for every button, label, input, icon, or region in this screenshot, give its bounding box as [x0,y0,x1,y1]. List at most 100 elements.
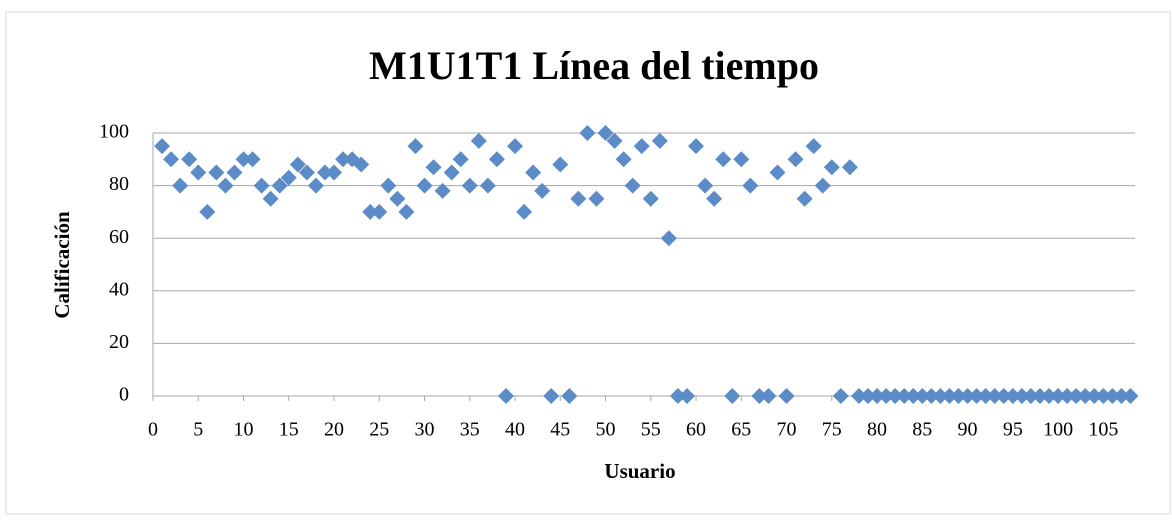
point [172,177,189,194]
point [778,388,795,404]
point [633,138,650,155]
point [588,190,605,207]
point [163,151,180,168]
x-tick-label: 90 [958,419,978,441]
point [751,388,768,404]
point [552,156,569,173]
point [959,388,976,404]
x-axis-label: Usuario [604,459,675,483]
point [561,388,578,404]
point [1086,388,1103,404]
x-tick-label: 55 [641,419,661,441]
point [488,151,505,168]
point [715,151,732,168]
point [516,203,533,220]
point [968,388,985,404]
chart-title: M1U1T1 Línea del tiempo [369,43,819,88]
point [860,388,877,404]
point [389,190,406,207]
point [733,151,750,168]
point [1113,388,1130,404]
point [507,138,524,155]
x-tick-label: 5 [193,419,203,441]
point [1104,388,1121,404]
point [896,388,913,404]
x-tick-label: 40 [505,419,525,441]
point [362,203,379,220]
point [932,388,949,404]
point [280,169,297,186]
point [597,125,614,141]
point [271,177,288,194]
point [1095,388,1112,404]
y-axis-label: Calificación [50,211,74,319]
point [244,151,261,168]
point [497,388,514,404]
point [235,151,252,168]
x-tick-label: 0 [148,419,158,441]
point [697,177,714,194]
point [190,164,207,181]
point [1059,388,1076,404]
point [669,388,686,404]
point [1077,388,1094,404]
x-tick-label: 105 [1088,419,1118,441]
point [199,203,216,220]
x-tick-label: 35 [460,419,480,441]
point [416,177,433,194]
x-tick-label: 100 [1043,419,1073,441]
point [1122,388,1139,404]
point [289,156,306,173]
y-tick-label: 60 [109,226,129,248]
point [941,388,958,404]
point [154,138,171,155]
point [887,388,904,404]
point [787,151,804,168]
point [208,164,225,181]
point [651,132,668,149]
point [1041,388,1058,404]
point [914,388,931,404]
x-tick-label: 80 [867,419,887,441]
point [1068,388,1085,404]
point [298,164,315,181]
point [398,203,415,220]
x-tick-label: 65 [731,419,751,441]
point [470,132,487,149]
point [905,388,922,404]
point [995,388,1012,404]
x-tick-label: 95 [1003,419,1023,441]
y-tick-label: 40 [109,278,129,300]
y-tick-label: 0 [119,384,129,406]
x-tick-label: 60 [686,419,706,441]
point [570,190,587,207]
point [624,177,641,194]
point [217,177,234,194]
point [434,182,451,199]
x-tick-label: 10 [234,419,254,441]
point [642,190,659,207]
point [371,203,388,220]
point [850,388,867,404]
x-tick-label: 45 [550,419,570,441]
point [1031,388,1048,404]
point [841,159,858,176]
y-tick-label: 100 [99,121,129,143]
point [977,388,994,404]
point [181,151,198,168]
chart-border [5,11,1171,515]
point [678,388,695,404]
x-tick-label: 85 [912,419,932,441]
x-tick-label: 25 [369,419,389,441]
point [534,182,551,199]
point [226,164,243,181]
point [461,177,478,194]
point [823,159,840,176]
point [452,151,469,168]
point [425,159,442,176]
point [407,138,424,155]
point [769,164,786,181]
point [706,190,723,207]
point [525,164,542,181]
